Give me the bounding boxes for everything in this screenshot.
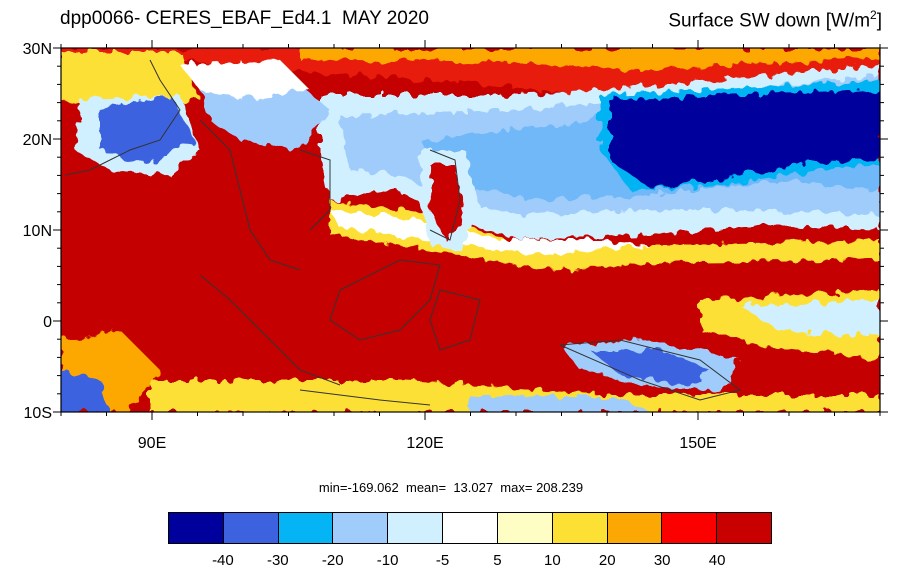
map-plot: 30N 20N 10N 0 10S 90E 120E 150E bbox=[23, 40, 888, 452]
colorbar-label: 30 bbox=[653, 552, 671, 569]
lat-label: 30N bbox=[23, 41, 52, 58]
lon-label: 150E bbox=[679, 435, 716, 452]
lon-label: 120E bbox=[406, 435, 443, 452]
colorbar-label: 5 bbox=[493, 552, 502, 569]
lat-label: 10N bbox=[23, 223, 52, 240]
colorbar-box bbox=[717, 513, 771, 543]
colorbar-box bbox=[443, 513, 498, 543]
statistics-line: min=-169.062 mean= 13.027 max= 208.239 bbox=[318, 480, 584, 495]
colorbar-box bbox=[223, 513, 279, 543]
map-title: dpp0066- CERES_EBAF_Ed4.1 MAY 2020 bbox=[60, 8, 429, 29]
variable-label-end: ] bbox=[876, 10, 882, 32]
colorbar-box bbox=[497, 513, 553, 543]
variable-title: Surface SW down [W/m2] bbox=[668, 8, 882, 32]
colorbar-box bbox=[278, 513, 334, 543]
variable-unit-exponent: 2 bbox=[870, 8, 877, 22]
lon-label: 90E bbox=[138, 435, 166, 452]
lat-label: 0 bbox=[43, 314, 52, 331]
colorbar-label: 10 bbox=[544, 552, 561, 569]
colorbar bbox=[168, 512, 772, 544]
coastlines bbox=[64, 59, 742, 406]
colorbar-label: -10 bbox=[376, 552, 399, 569]
colorbar-label: -5 bbox=[435, 552, 450, 569]
colorbar-label: -20 bbox=[321, 552, 344, 569]
colorbar-label: -30 bbox=[266, 552, 289, 569]
longitude-labels: 90E 120E 150E bbox=[138, 435, 717, 452]
latitude-labels: 30N 20N 10N 0 10S bbox=[23, 41, 52, 422]
anomaly-field bbox=[61, 48, 880, 412]
colorbar-box bbox=[552, 513, 608, 543]
colorbar-box bbox=[169, 513, 224, 543]
colorbar-label: 20 bbox=[598, 552, 616, 569]
lat-label: 20N bbox=[23, 132, 52, 149]
variable-label: Surface SW down [W/m bbox=[668, 10, 871, 32]
lat-label: 10S bbox=[24, 405, 52, 422]
colorbar-label: -40 bbox=[212, 552, 234, 569]
colorbar-box bbox=[333, 513, 389, 543]
colorbar-box bbox=[607, 513, 663, 543]
colorbar-box bbox=[662, 513, 718, 543]
colorbar-label: 40 bbox=[708, 552, 726, 569]
colorbar-box bbox=[388, 513, 444, 543]
axis-ticks bbox=[53, 40, 888, 420]
